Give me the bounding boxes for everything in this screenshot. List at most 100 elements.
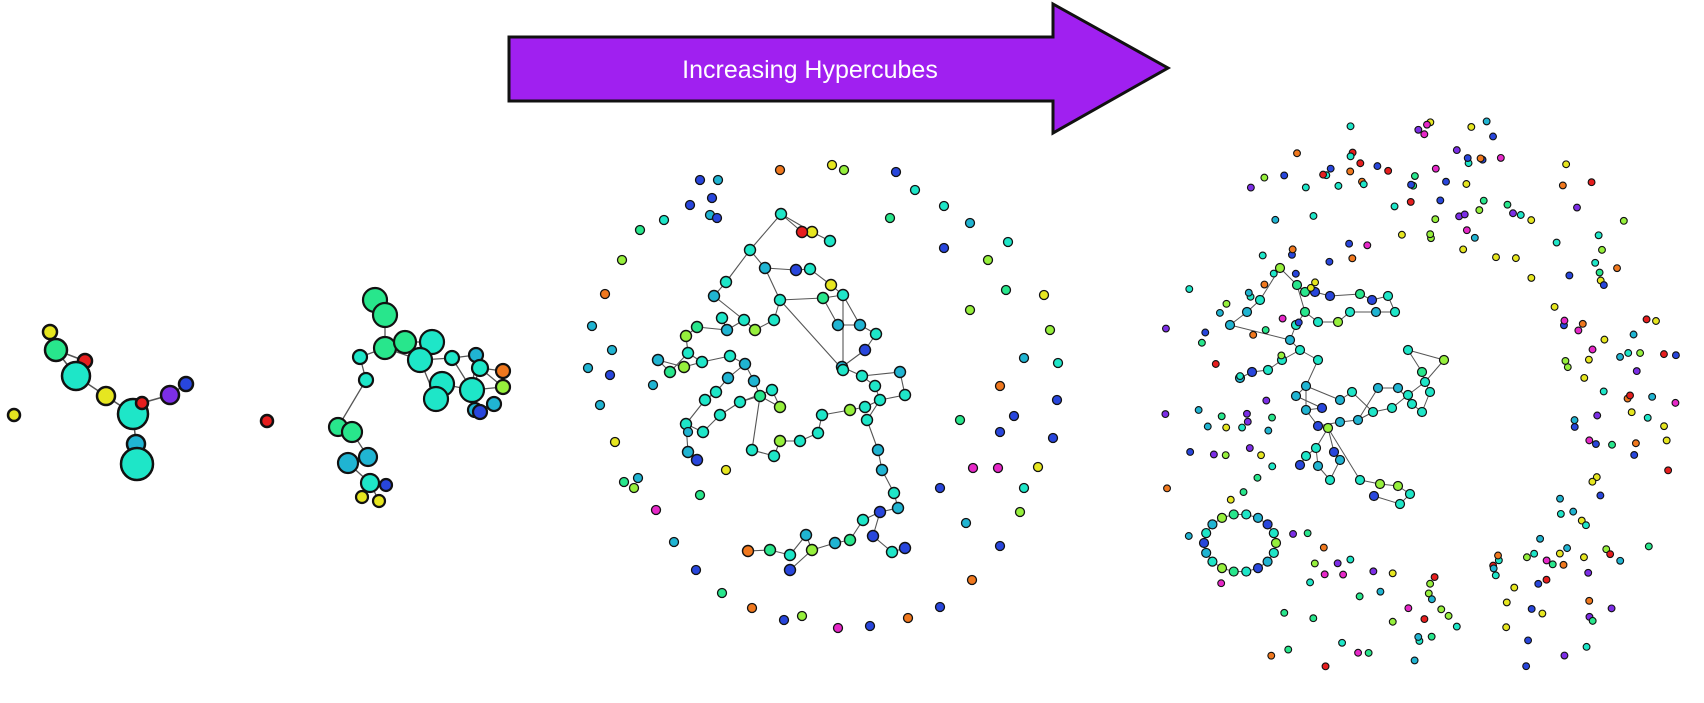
graph-node [1271, 215, 1280, 224]
graph-node [1509, 209, 1517, 218]
graph-node [773, 293, 787, 307]
graph-node [1322, 422, 1334, 434]
graph-node [1245, 444, 1254, 452]
graph-node [1652, 317, 1660, 325]
graph-node [1222, 423, 1231, 432]
graph-node [1452, 146, 1461, 155]
graph-node [1462, 226, 1471, 235]
graph-node [982, 254, 994, 266]
graph-node [1366, 294, 1378, 306]
graph-edge [749, 213, 782, 251]
graph-node [95, 385, 117, 407]
graph-node [994, 380, 1006, 392]
graph-node [871, 443, 885, 457]
graph-node [746, 602, 758, 614]
graph-node [1367, 406, 1379, 418]
graph-node [1278, 314, 1287, 323]
graph-node [1527, 273, 1536, 282]
graph-node [1201, 328, 1210, 337]
graph-node [868, 379, 882, 393]
graph-node [1392, 480, 1404, 492]
graph-node [1578, 319, 1587, 328]
graph-node [1629, 330, 1638, 339]
graph-node [679, 329, 693, 343]
graph-node [1217, 579, 1226, 588]
graph-node [1320, 570, 1329, 579]
graph-node [1562, 160, 1571, 169]
graph-node [1291, 269, 1300, 278]
graph-node [681, 346, 695, 360]
graph-node [1524, 636, 1533, 645]
graph-node [898, 541, 912, 555]
graph-node [1591, 440, 1600, 448]
graph-node [1630, 451, 1639, 459]
graph-node [1324, 474, 1336, 486]
graph-node [1356, 159, 1365, 168]
graph-node [1491, 571, 1500, 580]
graph-node [884, 212, 896, 224]
graph-node [1277, 351, 1286, 360]
graph-node [1516, 211, 1525, 219]
graph-node [690, 564, 702, 576]
graph-node [1389, 306, 1401, 318]
graph-node [1489, 564, 1498, 573]
graph-node [1530, 549, 1539, 558]
graph-node [1416, 406, 1428, 418]
graph-node [887, 486, 901, 500]
graph-node [765, 383, 779, 397]
graph-node [1582, 521, 1590, 530]
graph-node [43, 337, 69, 363]
graph-node [1419, 376, 1431, 388]
graph-node [351, 348, 369, 366]
graph-node [873, 393, 887, 407]
graph-node [909, 184, 921, 196]
graph-node [1374, 478, 1386, 490]
graph-node [864, 620, 876, 632]
graph-node [1239, 488, 1248, 497]
graph-node [855, 369, 869, 383]
graph-node [1559, 560, 1568, 569]
graph-node [1662, 436, 1671, 445]
graph-node [1346, 555, 1355, 564]
graph-node [866, 529, 880, 543]
graph-node [1197, 338, 1206, 347]
graph-node [1573, 203, 1581, 212]
graph-node [938, 200, 950, 212]
graph-node [422, 385, 450, 413]
graph-node [1284, 645, 1293, 654]
graph-node [1595, 268, 1604, 277]
arrow-label: Increasing Hypercubes [682, 56, 938, 84]
graph-node [1593, 411, 1602, 420]
graph-node [690, 320, 704, 334]
graph-node [371, 493, 387, 509]
graph-node [773, 400, 787, 414]
graph-edge [725, 249, 751, 283]
graph-node [1280, 608, 1289, 617]
graph-node [1452, 622, 1461, 631]
graph-node [1550, 302, 1559, 311]
graph-node [371, 301, 399, 329]
graph-edge [751, 395, 761, 451]
graph-node [1268, 413, 1276, 422]
graph-node [712, 174, 724, 186]
graph-node [1344, 306, 1356, 318]
graph-node [1300, 380, 1312, 392]
graph-node [357, 371, 375, 389]
graph-node [1014, 506, 1026, 518]
graph-node [1510, 583, 1519, 592]
graph-node [159, 384, 181, 406]
graph-node [1032, 461, 1044, 473]
graph-node [1352, 414, 1364, 426]
graph-node [1555, 549, 1564, 558]
graph-node [1290, 390, 1302, 402]
graph-node [719, 275, 733, 289]
graph-node [1542, 575, 1551, 584]
graph-node [1636, 349, 1645, 357]
graph-node [6, 407, 22, 423]
graph-node [1348, 254, 1357, 263]
graph-node [1384, 166, 1393, 175]
graph-node [1407, 180, 1416, 189]
graph-node [1246, 183, 1255, 192]
graph-node [1442, 177, 1450, 186]
graph-node [471, 403, 489, 421]
